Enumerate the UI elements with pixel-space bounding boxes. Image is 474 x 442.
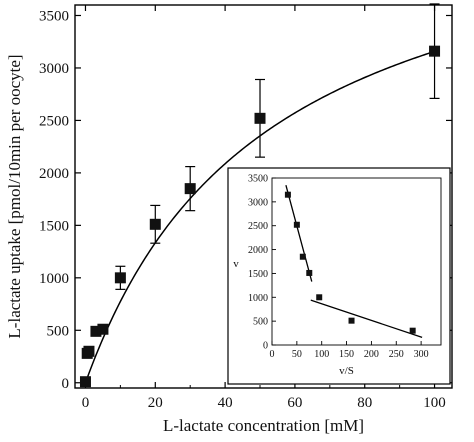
inset-x-tick-label: 150 xyxy=(339,349,354,360)
data-point xyxy=(149,218,161,230)
inset-y-tick-label: 0 xyxy=(263,341,268,352)
inset-data-point xyxy=(348,317,355,324)
inset-data-point xyxy=(293,221,300,228)
main-chart: 0 20 40 60 80 1000500100015002000250030003500… xyxy=(5,3,453,435)
data-point xyxy=(79,376,91,388)
inset-x-tick-label: 300 xyxy=(414,349,429,360)
x-tick-label: 40 xyxy=(218,395,233,411)
x-tick-label: 80 xyxy=(357,395,372,411)
y-tick-label: 0 xyxy=(62,376,70,392)
inset-y-tick-label: 500 xyxy=(253,317,268,328)
x-tick-label: 60 xyxy=(287,395,302,411)
data-point xyxy=(184,183,196,195)
inset-frame xyxy=(227,167,451,385)
y-tick-label: 1500 xyxy=(39,218,69,234)
x-axis-title: L-lactate concentration [mM] xyxy=(163,416,364,435)
inset-data-point xyxy=(306,269,313,276)
inset-fit-line xyxy=(310,299,423,338)
inset-data-point xyxy=(299,253,306,260)
y-axis-title: L-lactate uptake [pmol/10min per oocyte] xyxy=(5,54,24,338)
y-tick-label: 1000 xyxy=(39,271,69,287)
data-point xyxy=(90,325,102,337)
main-plot-frame xyxy=(74,4,453,389)
data-point xyxy=(83,345,95,357)
inset-x-tick-label: 50 xyxy=(292,349,302,360)
y-tick-label: 2000 xyxy=(39,166,69,182)
inset-x-axis-title: v/S xyxy=(339,365,354,377)
inset-fit-line xyxy=(285,184,313,282)
x-tick-label: 0 xyxy=(82,395,90,411)
inset-y-tick-label: 1500 xyxy=(248,269,268,280)
data-point xyxy=(114,272,126,284)
inset-x-tick-label: 100 xyxy=(314,349,329,360)
inset-y-tick-label: 3500 xyxy=(248,174,268,185)
inset-y-axis-title: v xyxy=(233,258,239,270)
inset-y-tick-label: 1000 xyxy=(248,293,268,304)
data-point xyxy=(97,323,109,335)
inset-data-point xyxy=(409,327,416,334)
y-tick-label: 3500 xyxy=(39,8,69,24)
inset-x-tick-label: 250 xyxy=(389,349,404,360)
x-tick-label: 100 xyxy=(423,395,446,411)
inset-y-tick-label: 2500 xyxy=(248,221,268,232)
data-point xyxy=(254,112,266,124)
y-tick-label: 2500 xyxy=(39,113,69,129)
inset-y-tick-label: 2000 xyxy=(248,245,268,256)
inset-data-point xyxy=(316,294,323,301)
x-tick-label: 20 xyxy=(148,395,163,411)
inset-plot-frame xyxy=(271,177,442,346)
inset-x-tick-label: 200 xyxy=(364,349,379,360)
inset-chart: 0 50 100 150 200 250 3000500100015002000250030… xyxy=(227,167,451,385)
y-tick-label: 3000 xyxy=(39,61,69,77)
inset-data-point xyxy=(284,191,291,198)
inset-y-tick-label: 3000 xyxy=(248,197,268,208)
y-tick-label: 500 xyxy=(47,323,70,339)
inset-x-tick-label: 0 xyxy=(270,349,275,360)
data-point xyxy=(429,45,441,57)
